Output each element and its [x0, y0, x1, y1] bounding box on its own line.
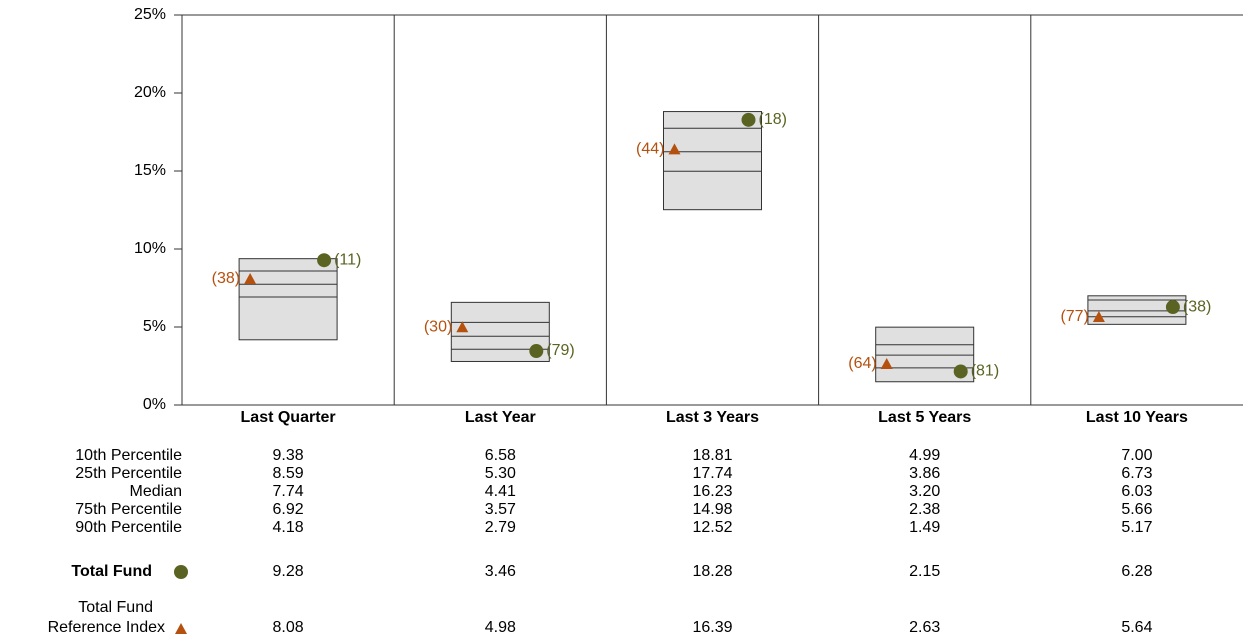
- table-value: 3.46: [485, 563, 516, 580]
- x-tick-label: Last 10 Years: [1086, 409, 1188, 426]
- table-value: 17.74: [692, 465, 732, 482]
- marker: [529, 344, 544, 359]
- rank-label: (11): [334, 251, 361, 268]
- y-tick-label: 25%: [134, 6, 166, 23]
- row-label: 10th Percentile: [75, 447, 182, 464]
- table-value: 16.23: [692, 483, 732, 500]
- table-value: 8.59: [273, 465, 304, 482]
- row-label: Median: [130, 483, 182, 500]
- rank-label: (77): [1060, 308, 1088, 325]
- rank-label: (64): [848, 355, 876, 372]
- box: [238, 258, 338, 341]
- rank-label: (44): [636, 141, 664, 158]
- table-value: 4.41: [485, 483, 516, 500]
- table-value: 4.98: [485, 619, 516, 636]
- table-value: 2.38: [909, 501, 940, 518]
- table-value: 4.18: [273, 519, 304, 536]
- table-value: 6.28: [1121, 563, 1152, 580]
- legend-marker: [174, 565, 188, 579]
- table-value: 5.17: [1121, 519, 1152, 536]
- marker: [456, 321, 469, 333]
- rank-label: (30): [424, 319, 452, 336]
- marker: [1092, 311, 1105, 323]
- rank-label: (18): [759, 111, 787, 128]
- y-tick-label: 10%: [134, 240, 166, 257]
- rank-label: (79): [546, 342, 574, 359]
- marker: [953, 364, 968, 379]
- marker: [741, 112, 756, 127]
- x-tick-label: Last 5 Years: [878, 409, 971, 426]
- x-tick-label: Last 3 Years: [666, 409, 759, 426]
- y-tick-label: 0%: [143, 396, 166, 413]
- row-label: 90th Percentile: [75, 519, 182, 536]
- table-value: 5.66: [1121, 501, 1152, 518]
- table-value: 18.28: [692, 563, 732, 580]
- x-tick-label: Last Year: [465, 409, 536, 426]
- legend-label: Total Fund: [71, 563, 152, 580]
- table-value: 14.98: [692, 501, 732, 518]
- table-value: 3.57: [485, 501, 516, 518]
- row-label: 25th Percentile: [75, 465, 182, 482]
- table-value: 16.39: [692, 619, 732, 636]
- legend-marker: [175, 623, 187, 634]
- marker: [1165, 300, 1180, 315]
- table-value: 4.99: [909, 447, 940, 464]
- table-value: 9.38: [273, 447, 304, 464]
- x-tick-label: Last Quarter: [241, 409, 336, 426]
- table-value: 7.74: [273, 483, 304, 500]
- table-value: 2.79: [485, 519, 516, 536]
- marker: [668, 143, 681, 155]
- table-value: 12.52: [692, 519, 732, 536]
- table-value: 8.08: [273, 619, 304, 636]
- y-tick-label: 15%: [134, 162, 166, 179]
- table-value: 6.92: [273, 501, 304, 518]
- table-value: 6.73: [1121, 465, 1152, 482]
- table-value: 7.00: [1121, 447, 1152, 464]
- table-value: 5.30: [485, 465, 516, 482]
- table-value: 2.15: [909, 563, 940, 580]
- legend-label: Total Fund: [78, 599, 153, 616]
- legend-label: Reference Index: [48, 619, 165, 636]
- table-value: 18.81: [692, 447, 732, 464]
- table-value: 9.28: [273, 563, 304, 580]
- marker: [880, 357, 893, 369]
- marker: [317, 253, 332, 268]
- marker: [244, 272, 257, 284]
- table-value: 3.86: [909, 465, 940, 482]
- table-value: 3.20: [909, 483, 940, 500]
- table-value: 2.63: [909, 619, 940, 636]
- y-tick-label: 20%: [134, 84, 166, 101]
- box: [1087, 295, 1187, 325]
- rank-label: (81): [971, 363, 999, 380]
- table-value: 6.58: [485, 447, 516, 464]
- table-value: 1.49: [909, 519, 940, 536]
- table-value: 6.03: [1121, 483, 1152, 500]
- rank-label: (38): [1183, 298, 1211, 315]
- rank-label: (38): [212, 270, 240, 287]
- y-tick-label: 5%: [143, 318, 166, 335]
- table-value: 5.64: [1121, 619, 1152, 636]
- row-label: 75th Percentile: [75, 501, 182, 518]
